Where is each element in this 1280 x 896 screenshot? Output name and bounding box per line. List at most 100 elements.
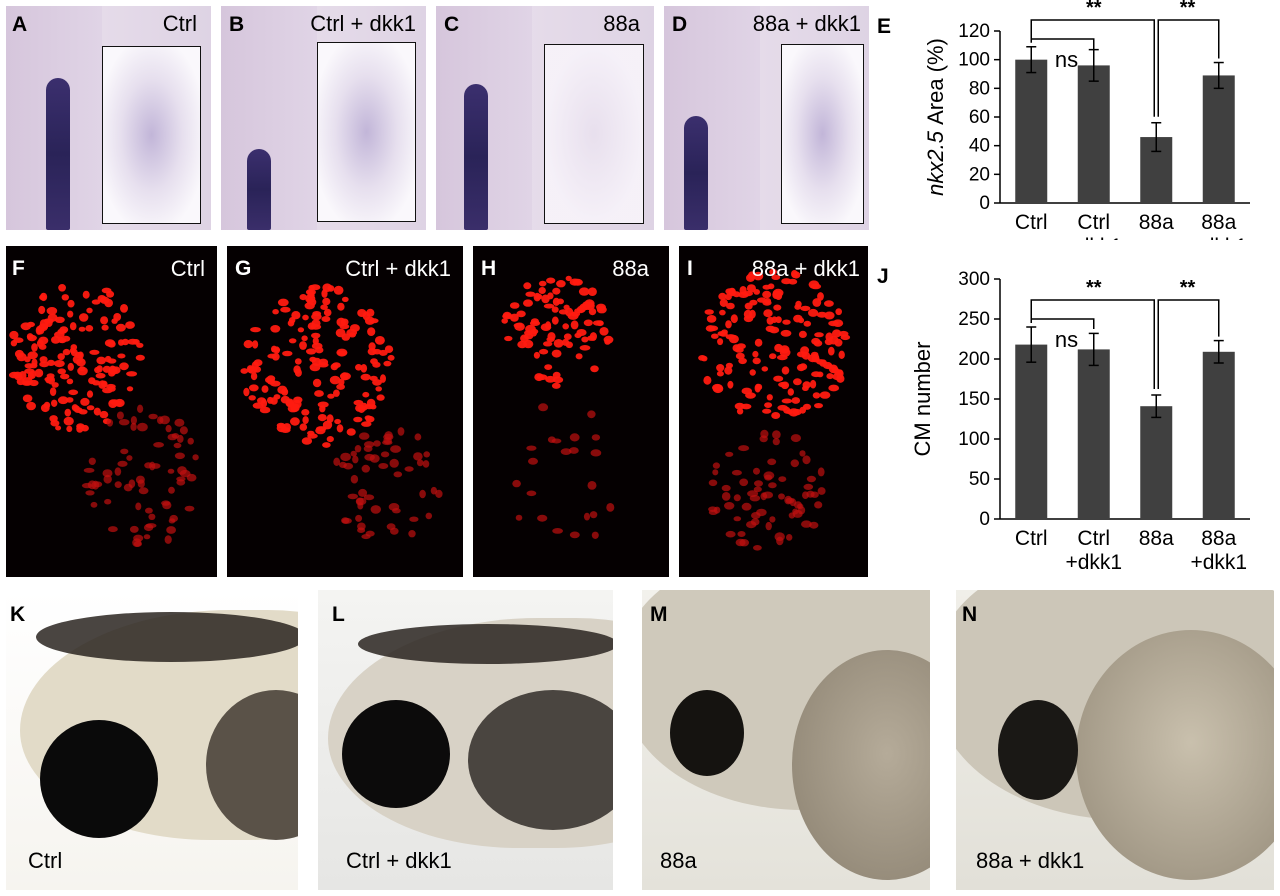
nucleus xyxy=(250,327,261,333)
nucleus xyxy=(592,320,604,326)
nucleus xyxy=(26,401,36,411)
nucleus xyxy=(327,285,335,292)
nucleus xyxy=(543,341,553,347)
nucleus xyxy=(187,437,194,445)
panel-caption: 88a + dkk1 xyxy=(751,256,860,281)
nucleus xyxy=(302,314,309,321)
nucleus xyxy=(383,360,392,367)
nucleus xyxy=(159,415,170,425)
nucleus xyxy=(114,467,122,476)
nucleus xyxy=(545,375,556,383)
nucleus xyxy=(90,501,98,508)
x-tick-label: +dkk1 xyxy=(1190,235,1247,240)
nucleus xyxy=(725,334,736,340)
nucleus xyxy=(706,315,717,323)
nucleus xyxy=(774,532,785,542)
nucleus xyxy=(784,495,793,505)
nucleus xyxy=(752,357,761,365)
nucleus xyxy=(771,412,781,419)
nucleus xyxy=(721,484,731,492)
nucleus xyxy=(54,316,65,323)
nucleus xyxy=(778,493,785,500)
nucleus xyxy=(526,445,537,451)
nucleus xyxy=(62,348,71,356)
stripe-signal xyxy=(464,84,488,230)
nucleus xyxy=(86,307,93,314)
y-tick-label: 250 xyxy=(958,309,990,330)
nucleus xyxy=(828,320,839,327)
nucleus xyxy=(380,374,386,383)
nucleus xyxy=(133,534,144,542)
nucleus xyxy=(596,303,606,311)
x-tick-label: Ctrl xyxy=(1015,527,1048,550)
nucleus xyxy=(293,396,303,404)
significance-label: ** xyxy=(1180,0,1196,19)
nucleus xyxy=(812,392,821,399)
nucleus xyxy=(130,422,137,431)
nucleus xyxy=(553,339,564,348)
nucleus xyxy=(361,464,370,473)
nucleus xyxy=(738,445,750,452)
cardiomyocyte-nuclei xyxy=(698,268,851,551)
nucleus xyxy=(539,348,549,355)
nucleus xyxy=(814,332,824,338)
nucleus xyxy=(803,320,812,327)
nucleus xyxy=(416,459,424,467)
nucleus xyxy=(551,382,561,389)
nucleus xyxy=(737,531,746,537)
nucleus xyxy=(250,372,258,381)
panel-l-ctrl-dkk1: L Ctrl + dkk1 xyxy=(318,590,613,890)
nucleus xyxy=(739,286,747,295)
nucleus xyxy=(309,284,321,291)
nucleus xyxy=(54,360,65,368)
nucleus xyxy=(373,440,381,447)
nucleus xyxy=(776,354,788,361)
nucleus xyxy=(184,505,195,512)
nucleus xyxy=(240,368,249,374)
nucleus xyxy=(544,364,553,370)
nucleus xyxy=(547,292,554,300)
nucleus xyxy=(22,380,32,386)
nucleus xyxy=(510,313,519,322)
nucleus xyxy=(761,366,769,372)
panel-c-88a: C 88a xyxy=(436,6,654,230)
nucleus xyxy=(733,494,741,502)
nucleus xyxy=(66,425,73,433)
error-bar xyxy=(1088,332,1099,367)
nucleus xyxy=(78,409,88,415)
fish-eye xyxy=(998,700,1078,800)
nucleus xyxy=(806,490,815,498)
nucleus xyxy=(330,363,339,371)
nucleus xyxy=(321,316,331,322)
nucleus xyxy=(551,306,559,313)
nucleus xyxy=(756,508,767,517)
nucleus xyxy=(96,356,106,365)
chart-e-nkx25-area: 020406080100120CtrlCtrl+dkk188a88a+dkk1*… xyxy=(923,0,1250,240)
nucleus xyxy=(712,384,724,394)
nucleus xyxy=(357,309,367,317)
nucleus xyxy=(347,493,358,500)
nucleus xyxy=(137,422,148,432)
panel-i-88a-dkk1: I 88a + dkk1 xyxy=(679,246,868,577)
significance-label: ** xyxy=(1180,277,1196,299)
nucleus xyxy=(126,386,134,392)
nucleus xyxy=(299,423,308,431)
nucleus xyxy=(538,287,546,294)
nucleus xyxy=(39,361,50,368)
nucleus xyxy=(536,374,548,381)
nucleus xyxy=(563,333,572,340)
nucleus xyxy=(584,299,595,308)
nucleus xyxy=(753,486,762,493)
y-tick-label: 0 xyxy=(979,509,990,530)
panel-caption: Ctrl + dkk1 xyxy=(310,11,416,36)
nucleus xyxy=(294,358,302,365)
nucleus xyxy=(355,364,363,371)
nucleus xyxy=(58,284,66,292)
nucleus xyxy=(282,350,293,357)
nucleus xyxy=(38,343,47,350)
nucleus xyxy=(63,416,74,426)
nucleus xyxy=(565,275,572,282)
nucleus xyxy=(563,304,570,310)
panel-caption: 88a + dkk1 xyxy=(752,11,861,36)
nucleus xyxy=(725,320,732,329)
